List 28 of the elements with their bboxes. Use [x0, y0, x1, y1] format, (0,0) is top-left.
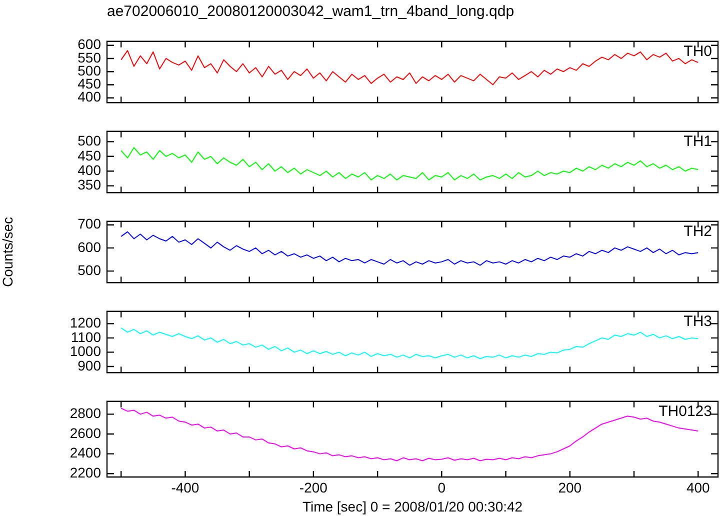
- x-tick-label: 200: [558, 479, 582, 496]
- y-tick-label: 1000: [70, 343, 102, 360]
- y-tick-label: 450: [78, 147, 102, 164]
- y-tick-label: 700: [78, 216, 102, 232]
- series-label: TH0: [684, 43, 712, 60]
- x-tick-label: -200: [299, 479, 328, 496]
- series-label: TH3: [684, 313, 712, 330]
- x-tick-label: 0: [438, 479, 446, 496]
- chart-title: ae702006010_20080120003042_wam1_trn_4band_long.qdp: [107, 3, 514, 20]
- y-tick-label: 400: [78, 162, 102, 178]
- y-tick-label: 350: [78, 176, 102, 193]
- x-tick-label: -400: [171, 479, 200, 496]
- y-tick-label: 2200: [70, 464, 102, 480]
- y-tick-label: 1100: [70, 328, 102, 345]
- y-tick-label: 2800: [70, 405, 102, 422]
- x-tick-label: 400: [686, 479, 710, 496]
- y-tick-label: 600: [78, 238, 102, 255]
- x-axis-title: Time [sec] 0 = 2008/01/20 00:30:42: [302, 498, 523, 514]
- y-tick-label: 500: [78, 132, 102, 149]
- y-tick-label: 900: [78, 357, 102, 374]
- y-tick-label: 2600: [70, 424, 102, 441]
- series-label: TH1: [684, 133, 712, 150]
- series-label: TH0123: [658, 403, 712, 420]
- y-tick-label: 500: [78, 262, 102, 278]
- series-label: TH2: [684, 223, 712, 240]
- y-tick-label: 2400: [70, 444, 102, 461]
- y-axis-title: Counts/sec: [0, 216, 16, 288]
- y-tick-label: 1200: [70, 314, 102, 331]
